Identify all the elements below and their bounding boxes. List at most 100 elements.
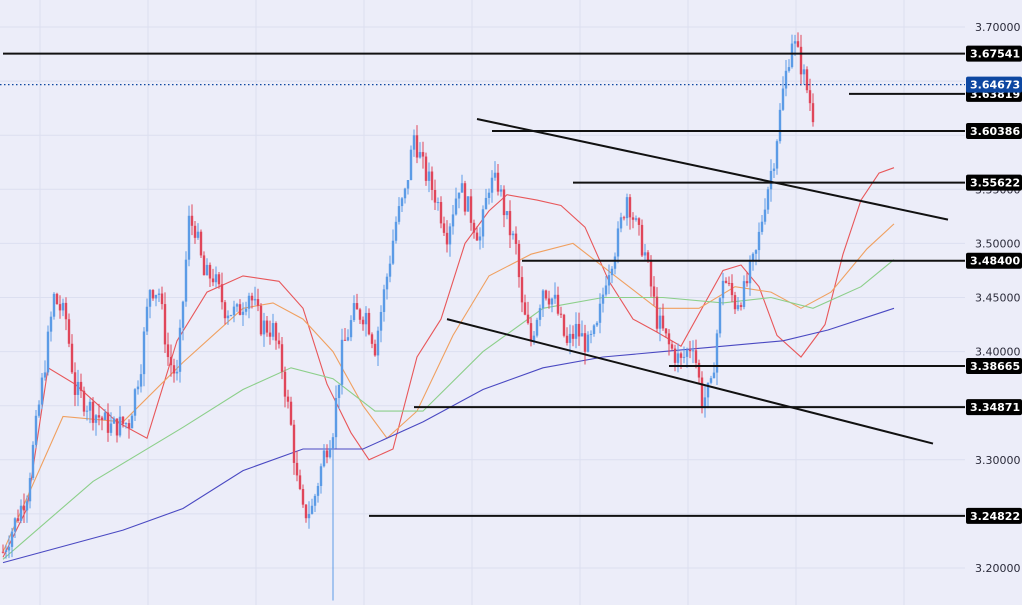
candle-body [658, 315, 662, 329]
candle-body [169, 357, 173, 366]
candle-body [682, 356, 686, 358]
candle-body [235, 304, 239, 307]
candle-body [301, 489, 305, 505]
candle-body [34, 415, 38, 445]
candle-body [514, 233, 518, 244]
candle-body [799, 46, 803, 75]
candle-body [760, 221, 764, 232]
candle-body [295, 462, 299, 476]
candle-body [187, 215, 191, 260]
candle-body [244, 308, 248, 312]
candle-body [784, 70, 788, 89]
candle-body [778, 109, 782, 142]
candle-body [52, 293, 56, 317]
candle-body [259, 305, 263, 335]
candle-body [604, 285, 608, 295]
candle-body [454, 198, 458, 215]
candle-body [811, 103, 815, 123]
candle-body [247, 295, 251, 309]
candle-body [571, 333, 575, 339]
candle-body [142, 331, 146, 375]
candle-body [331, 437, 335, 449]
candle-body [688, 350, 692, 352]
candle-body [418, 152, 422, 158]
candle-body [379, 311, 383, 331]
grid-lines [0, 0, 965, 605]
level-price-tag [966, 399, 1022, 416]
candle-body [181, 301, 185, 328]
candle-body [115, 418, 119, 436]
candle-body [85, 410, 89, 412]
candle-body [391, 240, 395, 264]
horizontal-levels[interactable] [0, 52, 965, 517]
candle-body [91, 401, 95, 423]
candle-body [757, 231, 761, 251]
candle-body [289, 401, 293, 425]
candle-body [316, 485, 320, 496]
candle-body [193, 225, 197, 238]
candle-body [523, 302, 527, 315]
candle-body [394, 221, 398, 241]
price-axis[interactable]: 3.700003.650003.600003.550003.500003.450… [965, 0, 1022, 605]
trendlines[interactable] [446, 117, 949, 445]
candle-body [505, 211, 509, 216]
candle-body [619, 217, 623, 229]
candle-body [238, 304, 242, 315]
candle-body [805, 69, 809, 91]
candle-body [424, 156, 428, 181]
ma-mid-line [2, 223, 895, 553]
candle-body [643, 252, 647, 256]
candle-body [472, 222, 476, 233]
candle-body [670, 344, 674, 349]
candle-body [43, 372, 47, 378]
candle-body [127, 423, 131, 429]
candle-body [376, 330, 380, 356]
candle-body [76, 381, 80, 395]
candle-body [487, 192, 491, 198]
candle-body [250, 295, 254, 301]
candle-body [241, 311, 245, 315]
candle-body [490, 177, 494, 193]
candle-body [628, 197, 632, 218]
candle-body [586, 334, 590, 352]
candle-body [49, 316, 53, 332]
lower-channel-trendline[interactable] [446, 318, 934, 445]
candle-body [262, 320, 266, 335]
candle-body [163, 304, 167, 345]
level-price-label: 3.60386 [970, 125, 1020, 138]
candle-body [478, 236, 482, 241]
candle-body [676, 353, 680, 363]
upper-channel-trendline[interactable] [476, 117, 949, 221]
candle-body [733, 295, 737, 310]
candle-body [460, 183, 464, 193]
candle-body [367, 312, 371, 335]
candle-body [283, 371, 287, 397]
current-price-tag [966, 76, 1022, 93]
candle-body [694, 350, 698, 363]
candle-body [520, 277, 524, 303]
candle-body [415, 135, 419, 158]
y-tick-label: 3.20000 [975, 562, 1021, 575]
y-tick-label: 3.50000 [975, 237, 1021, 250]
candle-body [97, 415, 101, 418]
candle-body [664, 328, 668, 334]
candle-body [205, 264, 209, 276]
candle-body [754, 250, 758, 254]
candle-body [4, 550, 8, 552]
candle-body [22, 505, 26, 511]
candle-body [19, 505, 23, 521]
candle-body [64, 302, 68, 320]
candle-body [706, 382, 710, 398]
candle-body [496, 172, 500, 192]
candle-body [562, 314, 566, 336]
candle-body [691, 350, 695, 352]
candle-body [337, 384, 341, 399]
candle-body [55, 293, 59, 305]
y-tick-label: 3.45000 [975, 292, 1021, 305]
candle-body [559, 313, 563, 315]
candle-body [199, 231, 203, 256]
candle-body [661, 315, 665, 329]
candle-body [463, 183, 467, 212]
candle-body [373, 343, 377, 356]
